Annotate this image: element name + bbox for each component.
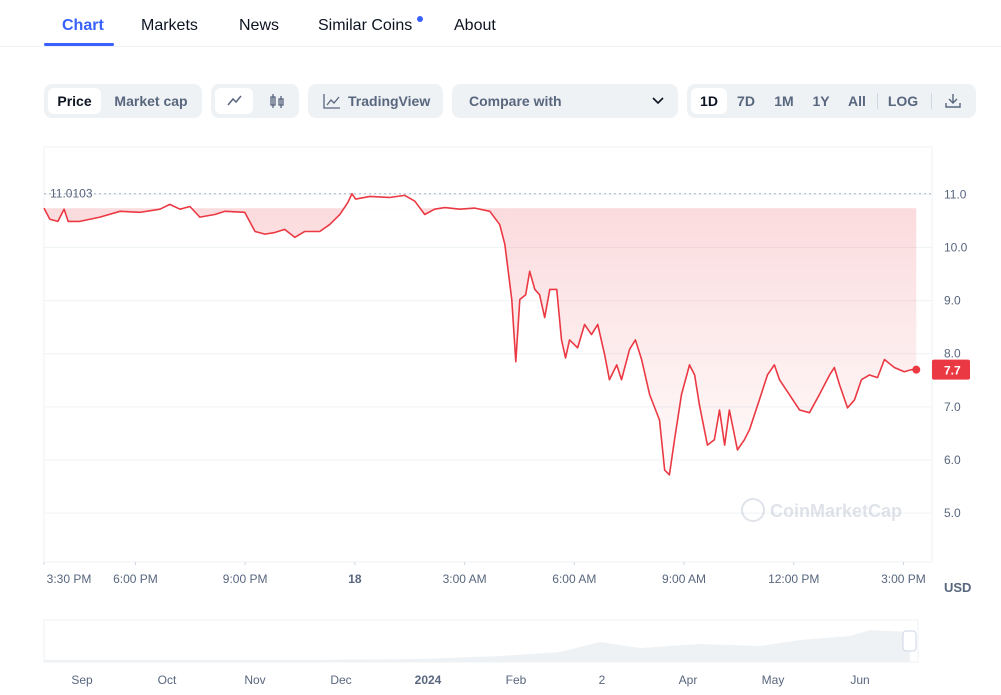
- tradingview-button[interactable]: TradingView: [308, 84, 443, 118]
- candle-button[interactable]: [259, 88, 295, 114]
- compare-label: Compare with: [469, 93, 562, 109]
- compare-dropdown[interactable]: Compare with: [452, 84, 678, 118]
- tab-underline: [44, 43, 114, 46]
- x-tick-label: 18: [348, 572, 362, 586]
- y-tick-label: 9.0: [944, 294, 961, 308]
- tradingview-icon: [323, 94, 340, 109]
- navigator-handle[interactable]: [902, 630, 917, 652]
- line-icon: [227, 95, 242, 106]
- tab[interactable]: About: [454, 17, 496, 34]
- chevron-icon: [652, 97, 664, 105]
- watermark-logo: [741, 498, 765, 522]
- navigator-label: Jun: [850, 673, 869, 687]
- tab[interactable]: Markets: [141, 17, 198, 34]
- navigator-label: Oct: [158, 673, 177, 687]
- range-button[interactable]: 1M: [774, 93, 794, 109]
- price-button[interactable]: Price: [48, 88, 101, 114]
- navigator-label: Nov: [244, 673, 265, 687]
- navigator-label: Dec: [330, 673, 351, 687]
- range-button[interactable]: All: [848, 93, 866, 109]
- market-cap-button[interactable]: Market cap: [114, 93, 188, 109]
- range-button[interactable]: 1D: [691, 88, 727, 114]
- area-fill: [44, 208, 917, 475]
- x-tick-label: 3:00 AM: [443, 572, 487, 586]
- high-label: 11.0103: [50, 187, 93, 201]
- watermark: CoinMarketCap: [741, 498, 902, 522]
- watermark-text: CoinMarketCap: [770, 501, 902, 521]
- navigator-label: Feb: [506, 673, 527, 687]
- tradingview-label: TradingView: [348, 93, 431, 109]
- metric-toggle: Price Market cap: [44, 84, 202, 118]
- candle-icon: [270, 94, 284, 108]
- x-tick-label: 3:30 PM: [47, 572, 92, 586]
- y-tick-label: 10.0: [944, 240, 968, 254]
- separator: [931, 93, 932, 109]
- navigator-label: 2: [599, 673, 606, 687]
- last-point: [912, 365, 921, 374]
- tab[interactable]: News: [239, 17, 280, 34]
- chart-style-toggle: [211, 84, 299, 118]
- tab[interactable]: Chart: [62, 17, 104, 34]
- x-tick-label: 6:00 PM: [113, 572, 158, 586]
- x-tick-label: 6:00 AM: [552, 572, 596, 586]
- price-box: [932, 359, 970, 380]
- plot-frame: [43, 146, 933, 563]
- y-tick-label: 8.0: [944, 347, 961, 361]
- tab[interactable]: Similar Coins: [318, 17, 413, 34]
- navigator-label: Sep: [71, 673, 93, 687]
- y-tick-label: 6.0: [944, 453, 961, 467]
- line-button[interactable]: [215, 88, 253, 114]
- download-icon[interactable]: [945, 93, 961, 109]
- x-tick-label: 9:00 PM: [223, 572, 268, 586]
- navigator-label: May: [762, 673, 785, 687]
- y-unit: USD: [944, 580, 971, 595]
- navigator-label: Apr: [679, 673, 698, 687]
- separator: [877, 93, 878, 109]
- y-tick-label: 11.0: [944, 187, 967, 201]
- range-toggle: 1D 7D 1M 1Y All LOG: [687, 84, 976, 118]
- range-button[interactable]: 7D: [737, 93, 755, 109]
- log-button[interactable]: LOG: [887, 93, 919, 109]
- x-tick-label: 9:00 AM: [662, 572, 706, 586]
- range-button[interactable]: 1Y: [812, 93, 830, 109]
- x-tick-label: 3:00 PM: [881, 572, 926, 586]
- x-tick-label: 12:00 PM: [768, 572, 819, 586]
- y-tick-label: 7.0: [944, 400, 961, 414]
- notification-dot: [417, 16, 423, 22]
- navigator-area: [44, 630, 910, 662]
- price-line: [43, 192, 917, 476]
- divider: [0, 46, 1001, 47]
- y-tick-label: 5.0: [944, 506, 961, 520]
- price-box-label: 7.7: [944, 364, 961, 378]
- navigator-label: 2024: [415, 673, 442, 687]
